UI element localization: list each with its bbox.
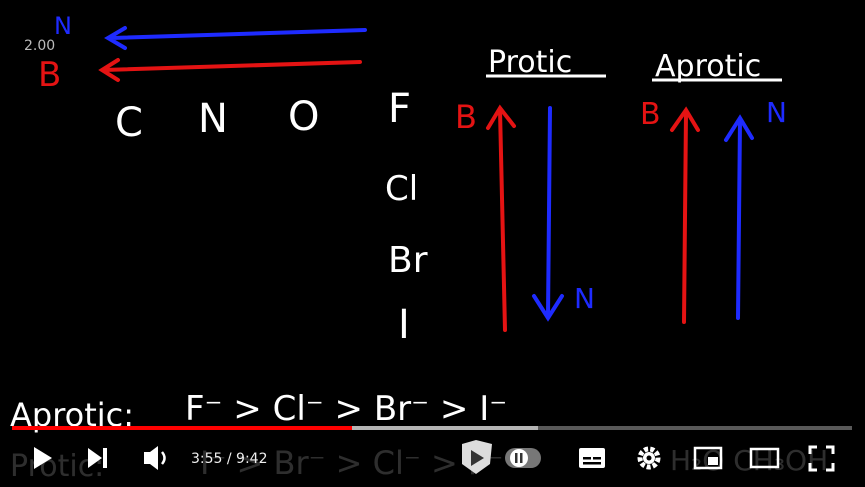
autoplay-toggle[interactable] [505, 448, 541, 468]
settings-button[interactable] [637, 446, 661, 470]
element: I [398, 302, 410, 348]
aprotic-title: Aprotic [655, 49, 761, 84]
protic-title: Protic [488, 45, 572, 80]
legend-b: B [38, 55, 61, 95]
miniplayer-button[interactable] [693, 446, 723, 470]
next-button[interactable] [88, 448, 107, 468]
legend-arrows [98, 26, 367, 82]
protic-order: I⁻ > Br⁻ > Cl⁻ > F⁻ [200, 444, 503, 482]
arrow-label: N [766, 96, 787, 129]
aprotic-arrows [670, 106, 754, 324]
arrow-label: N [574, 282, 595, 315]
element: F [388, 86, 411, 132]
legend-n: N [54, 12, 72, 40]
element: C [115, 100, 143, 146]
time-display: 3:55 / 9:42 [191, 451, 268, 467]
element: N [198, 96, 228, 142]
play-button[interactable] [34, 447, 52, 469]
aprotic-order: F⁻ > Cl⁻ > Br⁻ > I⁻ [185, 389, 507, 429]
element: Br [388, 240, 428, 281]
extension-button[interactable] [462, 440, 492, 474]
fullscreen-button[interactable] [808, 445, 835, 472]
volume-button[interactable] [144, 446, 166, 470]
element: Cl [385, 169, 418, 209]
controls-gradient [0, 440, 865, 487]
theater-button[interactable] [749, 447, 780, 469]
arrow-label: B [640, 97, 661, 132]
speed-overlay: 2.00 [24, 38, 55, 54]
solvents: H₂O CH₃OH [670, 444, 828, 477]
arrow-label: B [455, 98, 477, 136]
protic-arrows [486, 104, 564, 332]
subtitles-button[interactable] [579, 448, 605, 468]
progress-played [12, 426, 352, 430]
element: O [288, 94, 319, 140]
